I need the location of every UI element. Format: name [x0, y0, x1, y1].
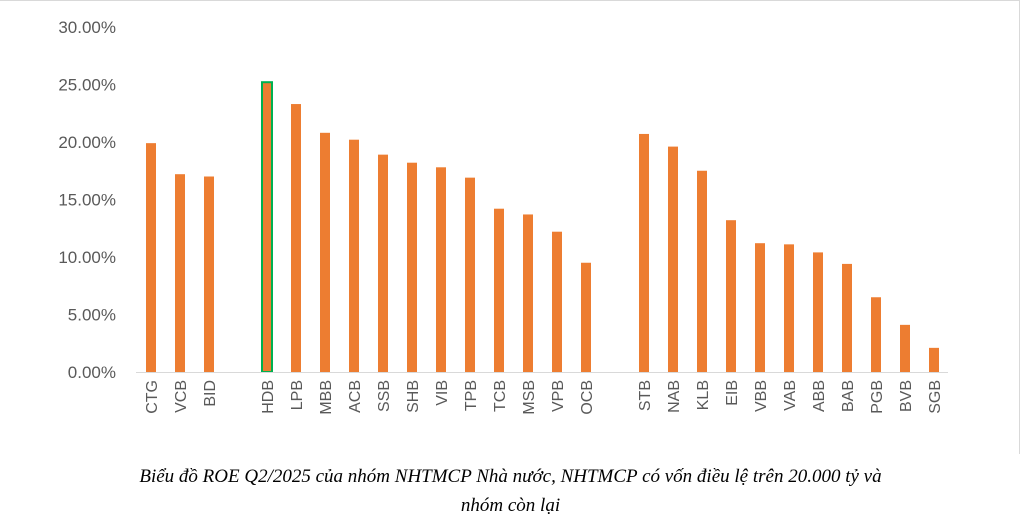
bar-tcb — [494, 208, 504, 372]
category-label-vpb: VPB — [550, 380, 567, 412]
category-label-acb: ACB — [347, 380, 364, 413]
category-label-ssb: SSB — [376, 380, 393, 412]
category-label-stb: STB — [637, 380, 654, 411]
bar-vbb — [755, 243, 765, 372]
y-tick-label: 30.00% — [58, 18, 116, 37]
bar-eib — [726, 220, 736, 372]
y-axis-ticks: 0.00% 5.00% 10.00% 15.00% 20.00% 25.00% 30.00% — [58, 18, 116, 382]
category-label-shb: SHB — [405, 380, 422, 413]
category-label-hdb: HDB — [260, 380, 277, 414]
bar-hdb — [261, 81, 273, 373]
bar-klb — [697, 170, 707, 372]
y-tick-label: 10.00% — [58, 248, 116, 267]
y-tick-label: 25.00% — [58, 76, 116, 95]
category-label-tpb: TPB — [463, 380, 480, 411]
category-label-klb: KLB — [695, 380, 712, 410]
category-label-ctg: CTG — [144, 380, 161, 414]
bar-bvb — [900, 324, 910, 372]
bar-vpb — [552, 231, 562, 372]
category-label-vbb: VBB — [753, 380, 770, 412]
bar-ssb — [378, 154, 388, 372]
category-label-ocb: OCB — [579, 380, 596, 415]
category-label-vcb: VCB — [173, 380, 190, 413]
y-tick-label: 15.00% — [58, 191, 116, 210]
bar-bid — [204, 176, 214, 372]
category-label-sgb: SGB — [927, 380, 944, 414]
category-label-tcb: TCB — [492, 380, 509, 412]
bar-vib — [436, 167, 446, 372]
bar-sgb — [929, 347, 939, 372]
bar-abb — [813, 252, 823, 372]
chart-caption: Biểu đồ ROE Q2/2025 của nhóm NHTMCP Nhà … — [0, 462, 1021, 520]
bar-vcb — [175, 174, 185, 372]
category-label-nab: NAB — [666, 380, 683, 413]
category-label-msb: MSB — [521, 380, 538, 415]
bar-bab — [842, 263, 852, 372]
category-label-bvb: BVB — [898, 380, 915, 412]
bar-msb — [523, 214, 533, 372]
category-label-mbb: MBB — [318, 380, 335, 415]
category-label-lpb: LPB — [289, 380, 306, 410]
category-labels: CTG VCB BID HDB LPB MBB ACB SSB SHB VIB TPB TCB MSB V… — [144, 380, 944, 415]
bars — [146, 81, 939, 373]
category-label-bab: BAB — [840, 380, 857, 412]
bar-acb — [349, 139, 359, 372]
bar-ctg — [146, 143, 156, 372]
roe-bar-chart: 0.00% 5.00% 10.00% 15.00% 20.00% 25.00% 30.00%… — [58, 18, 948, 415]
bar-lpb — [291, 104, 301, 373]
bar-pgb — [871, 297, 881, 372]
bar-nab — [668, 146, 678, 372]
bar-stb — [639, 133, 649, 372]
caption-line-2: nhóm còn lại — [460, 495, 561, 516]
chart-frame: 0.00% 5.00% 10.00% 15.00% 20.00% 25.00% 30.00%… — [0, 0, 1020, 454]
category-label-bid: BID — [202, 380, 219, 407]
bar-shb — [407, 162, 417, 372]
bar-mbb — [320, 132, 330, 372]
category-label-vab: VAB — [782, 380, 799, 411]
bar-ocb — [581, 262, 591, 372]
y-tick-label: 20.00% — [58, 133, 116, 152]
category-label-eib: EIB — [724, 380, 741, 406]
bar-tpb — [465, 177, 475, 372]
category-label-vib: VIB — [434, 380, 451, 406]
category-label-abb: ABB — [811, 380, 828, 412]
bar-vab — [784, 244, 794, 372]
y-tick-label: 5.00% — [68, 306, 116, 325]
y-tick-label: 0.00% — [68, 363, 116, 382]
caption-line-1: Biểu đồ ROE Q2/2025 của nhóm NHTMCP Nhà … — [139, 466, 882, 487]
category-label-pgb: PGB — [869, 380, 886, 414]
